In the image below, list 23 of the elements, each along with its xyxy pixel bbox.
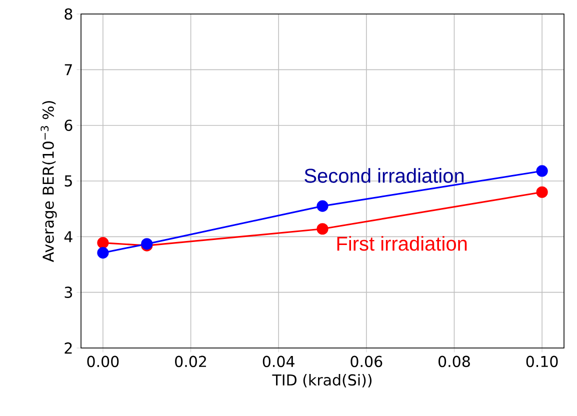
y-tick-label: 3 [64, 286, 72, 298]
x-tick-label: 0.02 [175, 356, 206, 368]
point [97, 236, 109, 249]
point [536, 186, 548, 198]
x-tick-label: 0.06 [350, 356, 382, 368]
y-tick-label: 8 [64, 8, 72, 20]
y-tick-label: 2 [64, 342, 72, 354]
x-tick-label: 0.08 [438, 356, 470, 368]
y-tick-label: 4 [64, 231, 72, 242]
point [97, 247, 109, 259]
x-tick-label: 0.00 [87, 356, 119, 368]
point [536, 165, 548, 177]
x-tick-label: 0.04 [262, 356, 294, 368]
y-tick-label: 6 [64, 120, 72, 132]
x-tick-label: 0.10 [526, 356, 558, 368]
series-label: First irradiation [337, 236, 467, 251]
y-axis-title: Average BER(10$^{−3}$ %) [40, 101, 57, 262]
y-tick-label: 7 [64, 64, 72, 76]
point [316, 223, 328, 235]
series-label: Second irradiation [304, 168, 464, 183]
y-tick-label: 5 [64, 175, 72, 187]
x-axis-title: TID (krad(Si)) [272, 374, 372, 388]
point [316, 200, 328, 212]
